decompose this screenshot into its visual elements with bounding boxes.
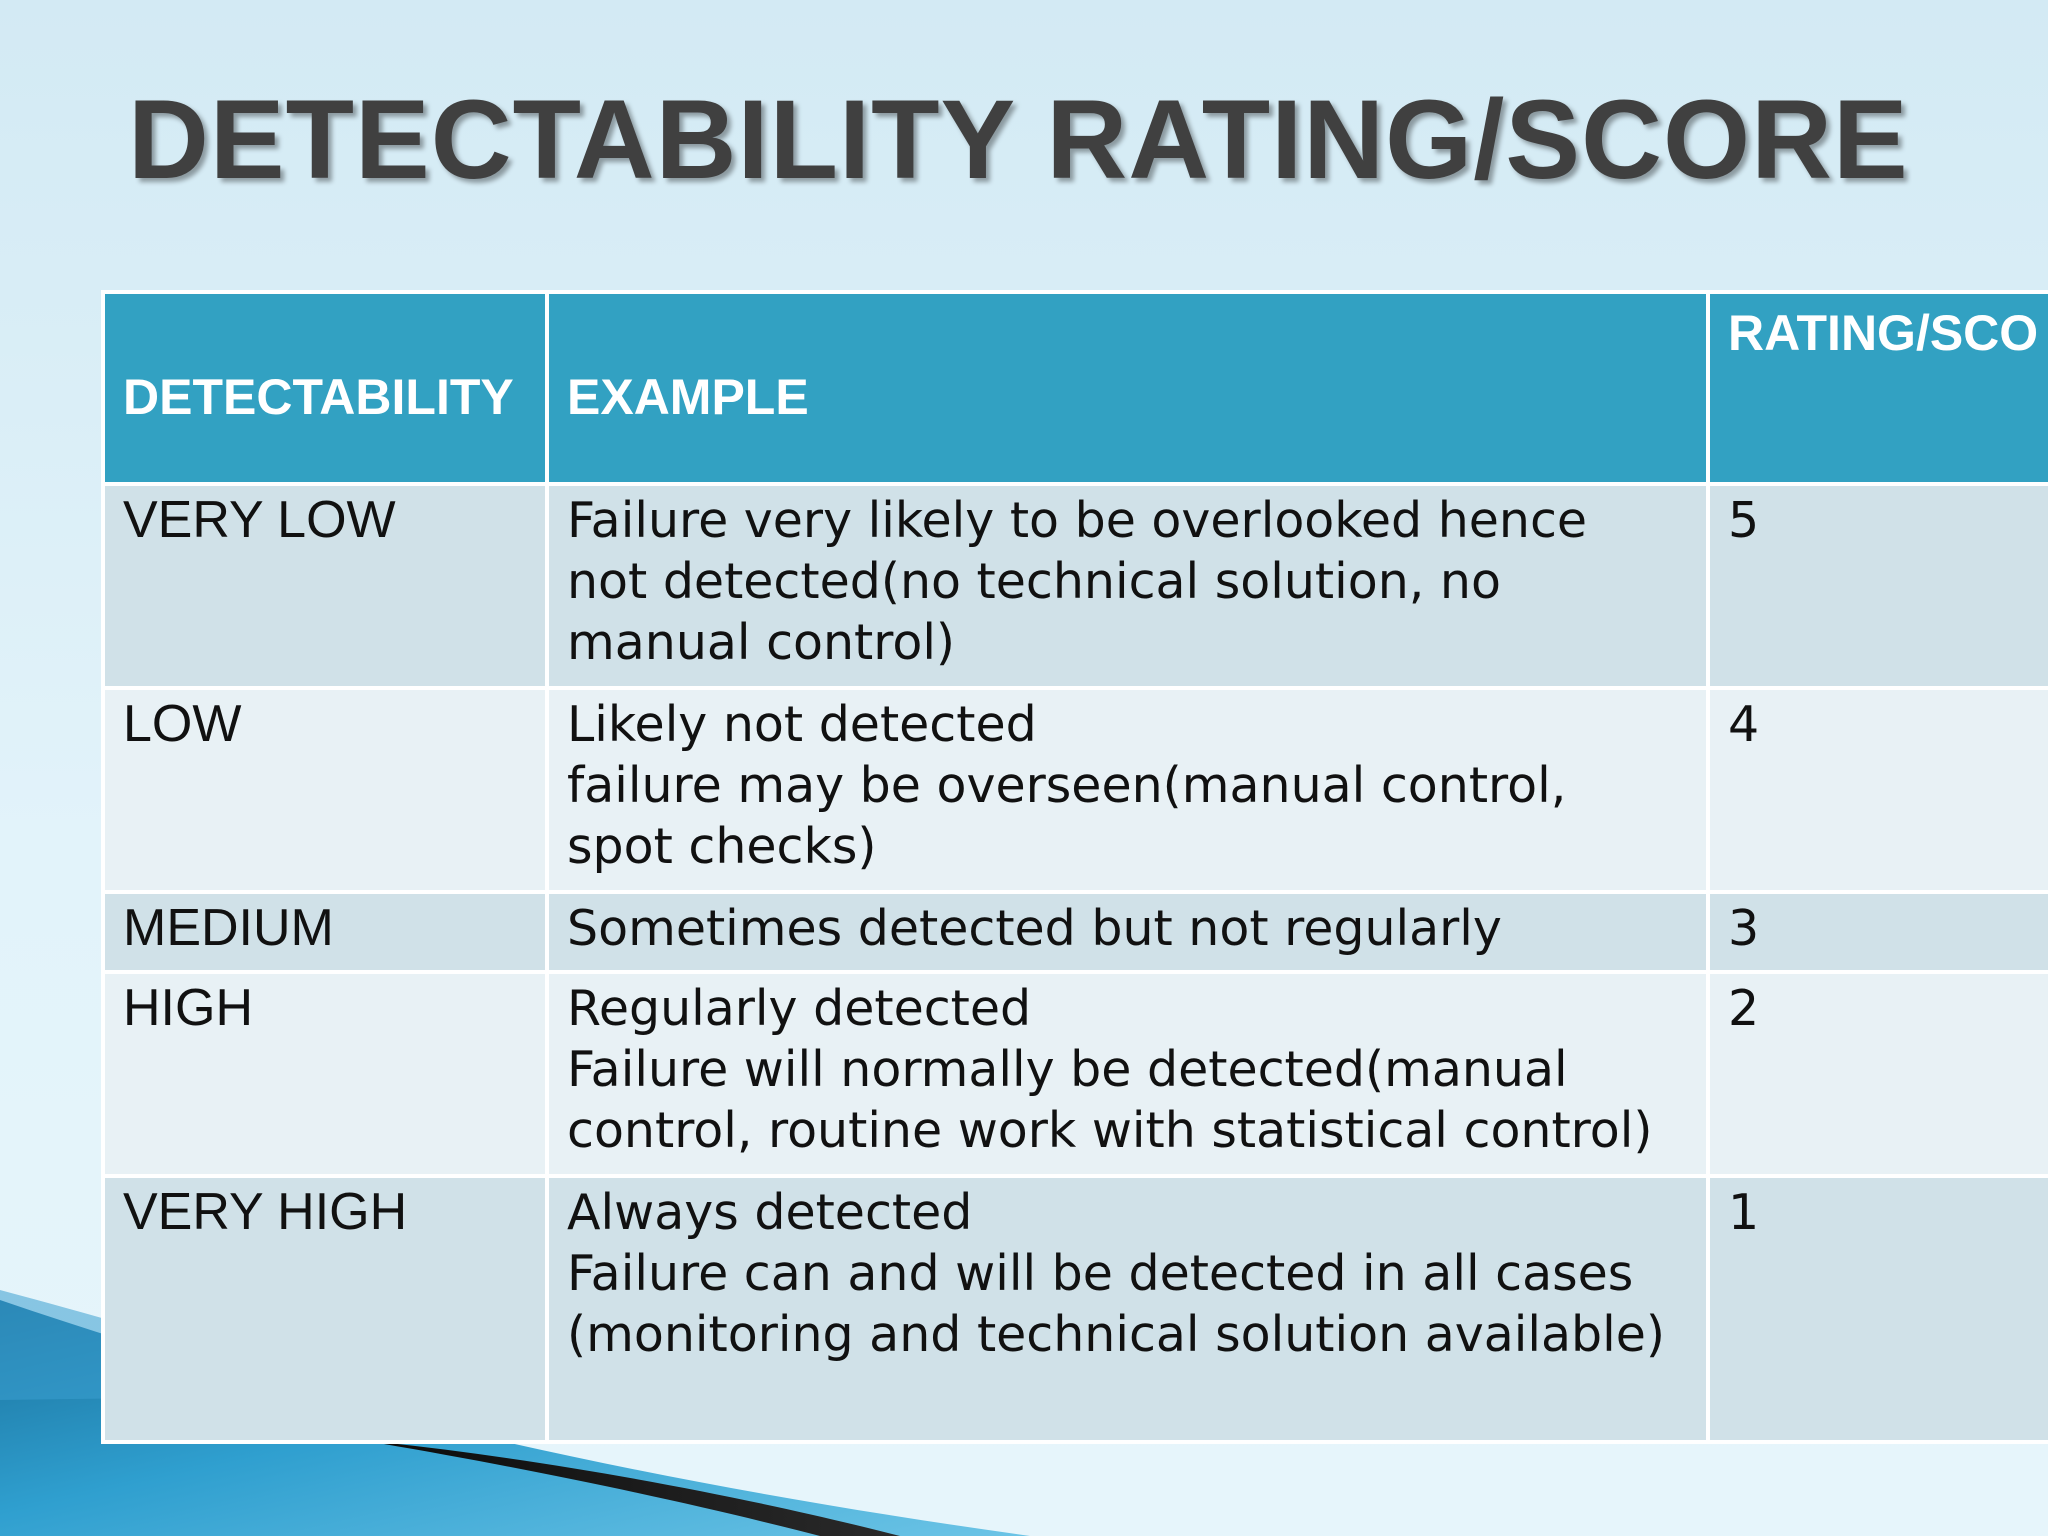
table-header-row: DETECTABILITY EXAMPLE RATING/SCO [101, 290, 2048, 486]
detectability-cell: VERY LOW [101, 482, 549, 690]
table-row: VERY HIGH Always detected Failure can an… [101, 1174, 2048, 1444]
table-row: VERY LOW Failure very likely to be overl… [101, 482, 2048, 690]
detectability-cell: HIGH [101, 970, 549, 1178]
header-rating-score: RATING/SCO [1706, 290, 2048, 486]
header-detectability: DETECTABILITY [101, 290, 549, 486]
example-cell: Regularly detected Failure will normally… [545, 970, 1710, 1178]
rating-cell: 3 [1706, 890, 2048, 974]
example-cell: Always detected Failure can and will be … [545, 1174, 1710, 1444]
header-example: EXAMPLE [545, 290, 1710, 486]
rating-cell: 2 [1706, 970, 2048, 1178]
slide-title: DETECTABILITY RATING/SCORE [128, 77, 1909, 202]
table-row: HIGH Regularly detected Failure will nor… [101, 970, 2048, 1178]
detectability-table: DETECTABILITY EXAMPLE RATING/SCO VERY LO… [101, 290, 2048, 1444]
table-row: LOW Likely not detected failure may be o… [101, 686, 2048, 894]
detectability-cell: VERY HIGH [101, 1174, 549, 1444]
example-cell: Failure very likely to be overlooked hen… [545, 482, 1710, 690]
detectability-cell: MEDIUM [101, 890, 549, 974]
detectability-cell: LOW [101, 686, 549, 894]
rating-cell: 5 [1706, 482, 2048, 690]
example-cell: Likely not detected failure may be overs… [545, 686, 1710, 894]
table-row: MEDIUM Sometimes detected but not regula… [101, 890, 2048, 974]
rating-cell: 4 [1706, 686, 2048, 894]
example-cell: Sometimes detected but not regularly [545, 890, 1710, 974]
rating-cell: 1 [1706, 1174, 2048, 1444]
